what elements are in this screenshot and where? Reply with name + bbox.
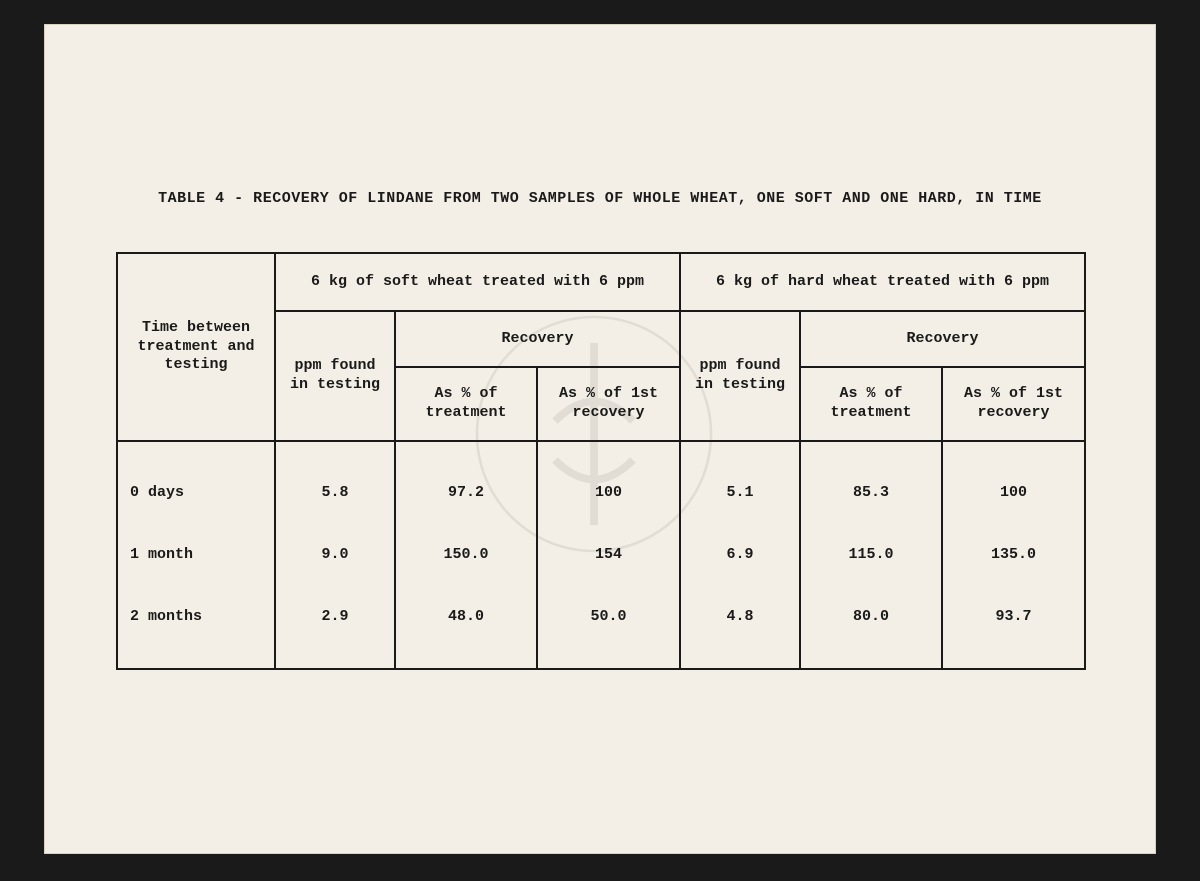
cell-value: 80.0 (800, 586, 942, 669)
cell-value: 93.7 (942, 586, 1085, 669)
table-row: 2 months 2.9 48.0 50.0 4.8 80.0 93.7 (117, 586, 1085, 669)
cell-value: 100 (537, 441, 680, 524)
cell-value: 115.0 (800, 524, 942, 586)
header-hard-pct-treatment: As % of treatment (800, 367, 942, 441)
header-soft-pct-first: As % of 1st recovery (537, 367, 680, 441)
document-page: TABLE 4 - RECOVERY OF LINDANE FROM TWO S… (44, 24, 1156, 854)
header-hard-group: 6 kg of hard wheat treated with 6 ppm (680, 253, 1085, 311)
cell-time: 0 days (117, 441, 275, 524)
header-soft-recovery: Recovery (395, 311, 680, 367)
cell-value: 4.8 (680, 586, 800, 669)
cell-value: 135.0 (942, 524, 1085, 586)
cell-time: 1 month (117, 524, 275, 586)
cell-value: 100 (942, 441, 1085, 524)
cell-value: 9.0 (275, 524, 395, 586)
header-hard-ppm: ppm found in testing (680, 311, 800, 441)
cell-value: 6.9 (680, 524, 800, 586)
data-table-container: Time between treatment and testing 6 kg … (116, 252, 1084, 670)
table-row: 1 month 9.0 150.0 154 6.9 115.0 135.0 (117, 524, 1085, 586)
cell-value: 85.3 (800, 441, 942, 524)
cell-value: 2.9 (275, 586, 395, 669)
header-soft-ppm: ppm found in testing (275, 311, 395, 441)
header-soft-group: 6 kg of soft wheat treated with 6 ppm (275, 253, 680, 311)
cell-value: 5.1 (680, 441, 800, 524)
cell-value: 154 (537, 524, 680, 586)
cell-value: 150.0 (395, 524, 537, 586)
cell-value: 50.0 (537, 586, 680, 669)
data-table: Time between treatment and testing 6 kg … (116, 252, 1086, 670)
header-soft-pct-treatment: As % of treatment (395, 367, 537, 441)
cell-time: 2 months (117, 586, 275, 669)
cell-value: 5.8 (275, 441, 395, 524)
header-hard-pct-first: As % of 1st recovery (942, 367, 1085, 441)
table-title: TABLE 4 - RECOVERY OF LINDANE FROM TWO S… (44, 190, 1156, 207)
header-hard-recovery: Recovery (800, 311, 1085, 367)
cell-value: 97.2 (395, 441, 537, 524)
cell-value: 48.0 (395, 586, 537, 669)
table-row: 0 days 5.8 97.2 100 5.1 85.3 100 (117, 441, 1085, 524)
header-time: Time between treatment and testing (117, 253, 275, 441)
